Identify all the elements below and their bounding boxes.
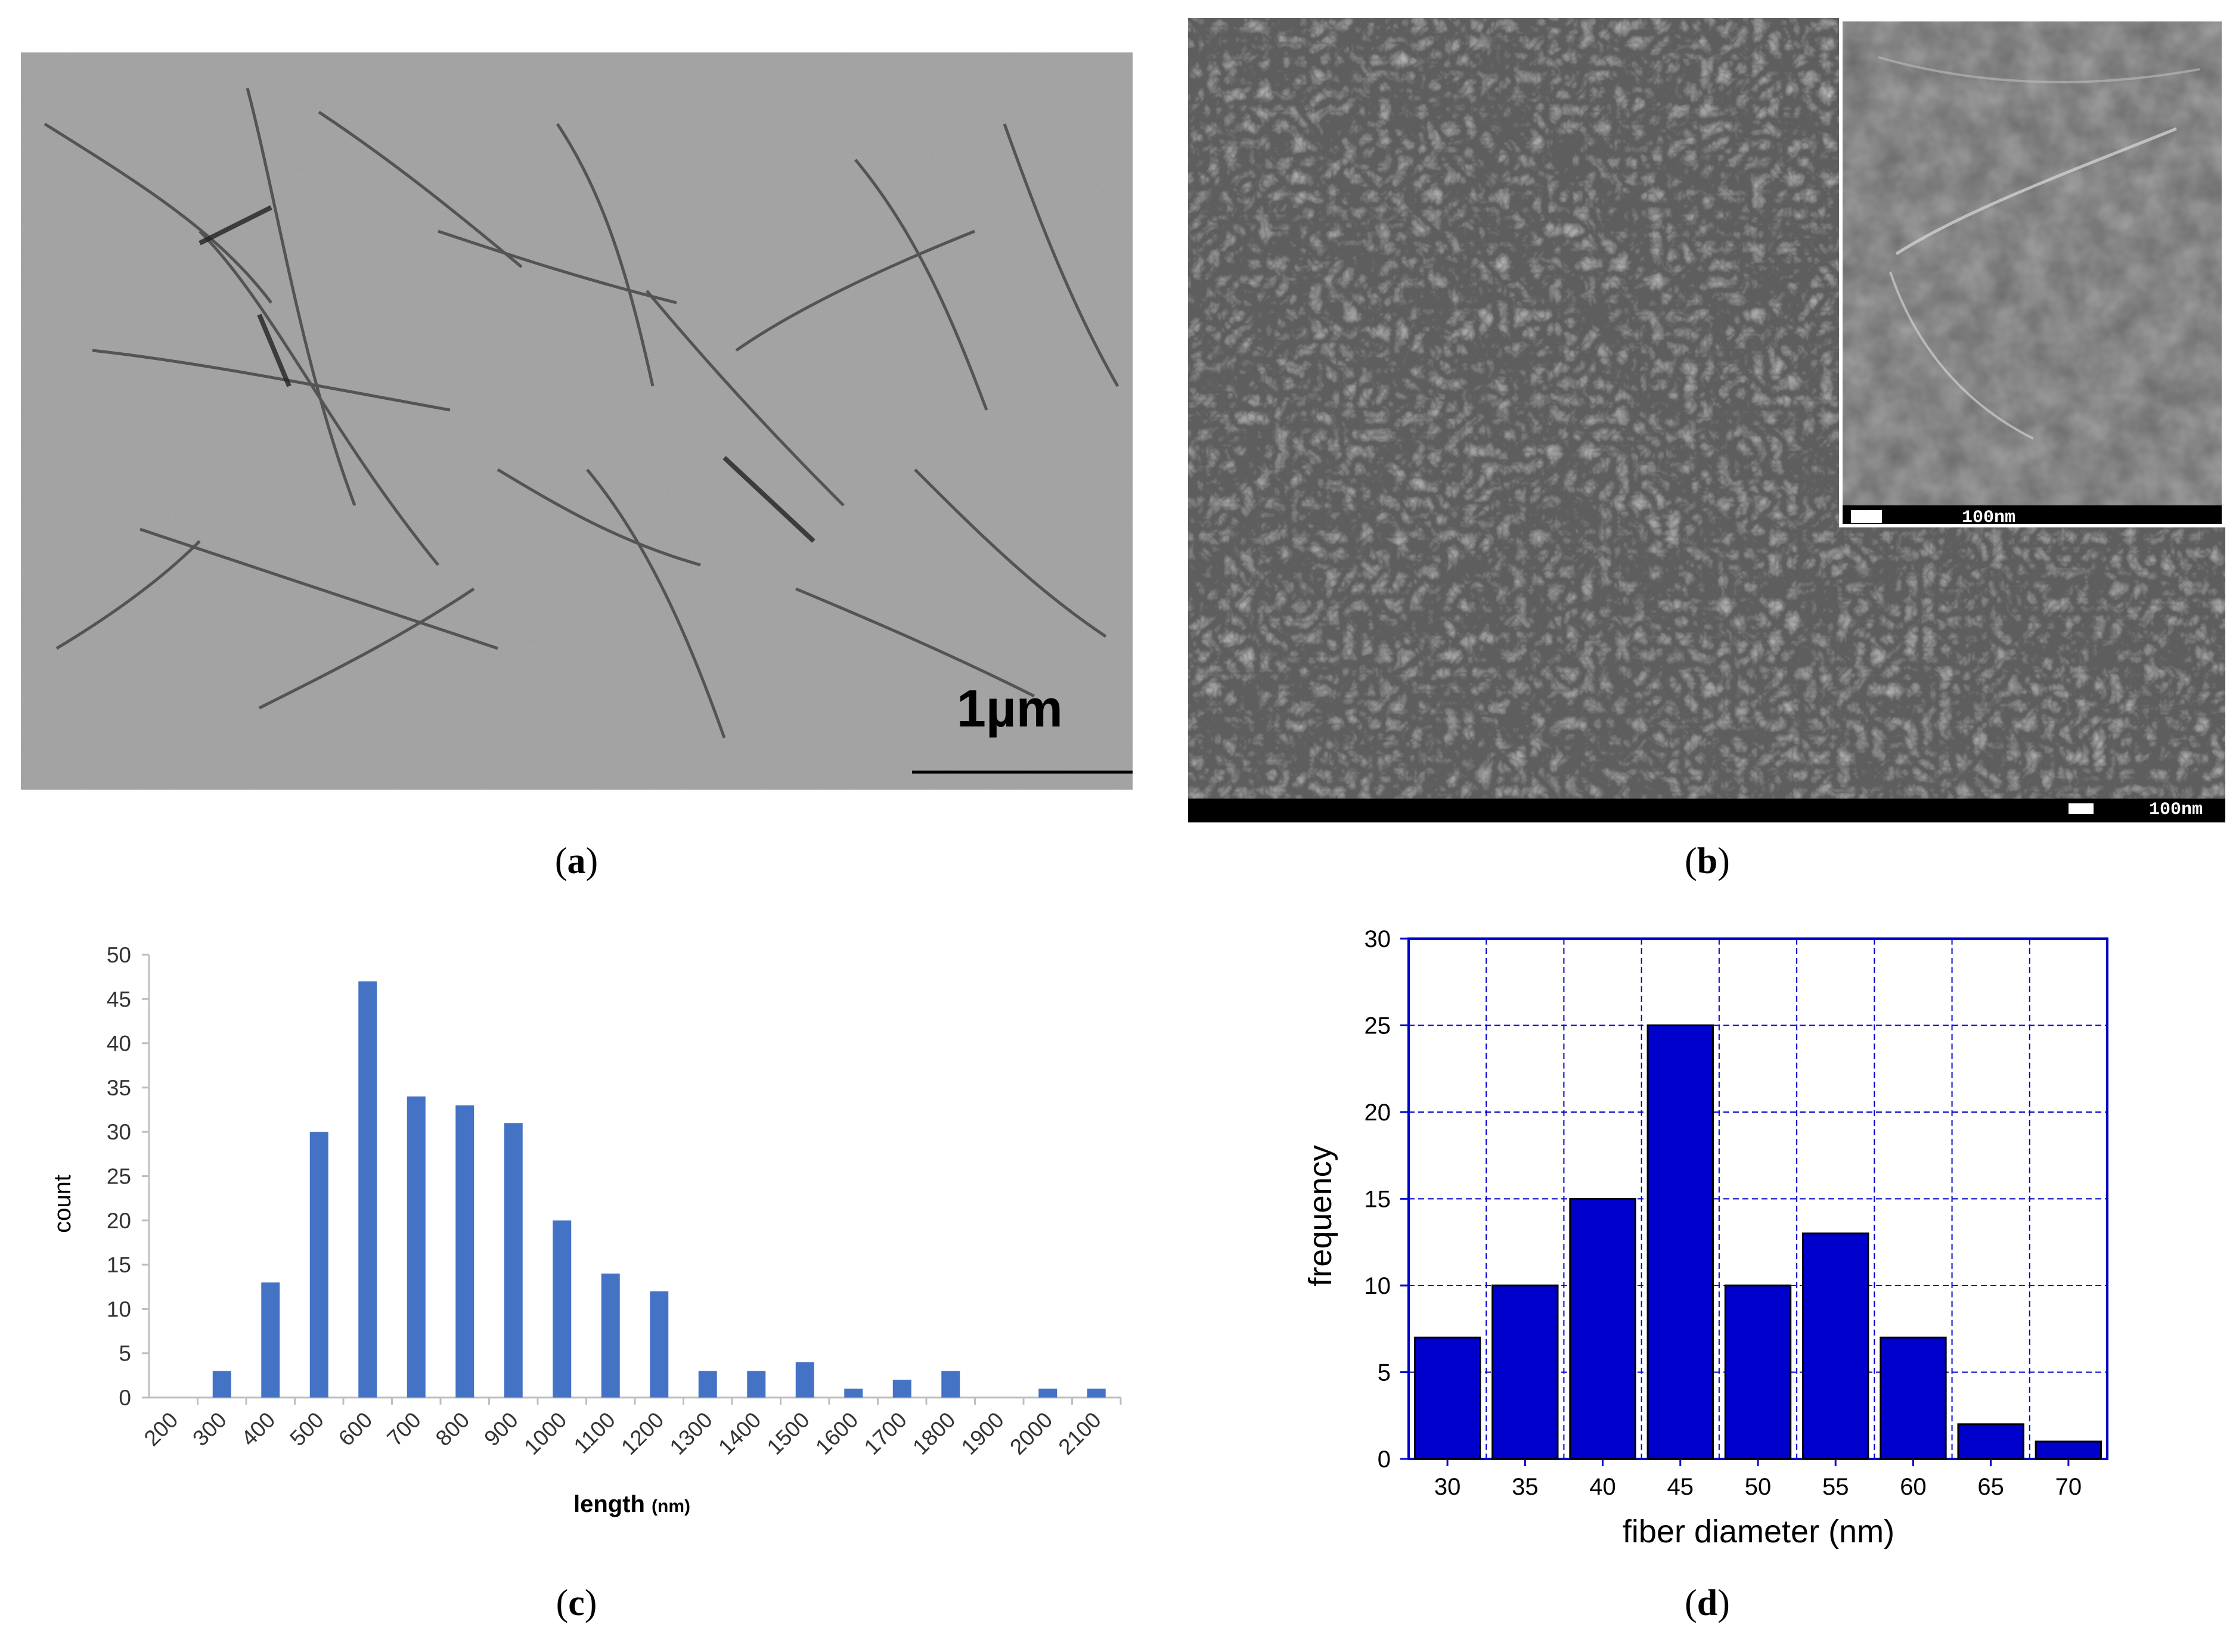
d-bar	[1724, 1284, 1792, 1460]
c-y-tick-label: 5	[119, 1342, 131, 1366]
c-bar	[601, 1273, 620, 1398]
d-x-tick-label: 50	[1745, 1474, 1772, 1500]
d-y-tick-label: 15	[1365, 1187, 1391, 1213]
c-x-tick-label: 400	[237, 1408, 280, 1451]
c-x-tick-label: 1600	[811, 1408, 863, 1460]
c-x-tick-label: 800	[431, 1408, 475, 1451]
d-y-tick-label: 20	[1365, 1100, 1391, 1126]
d-y-axis-label: frequency	[1303, 1145, 1338, 1286]
d-x-tick-label: 40	[1589, 1474, 1616, 1500]
d-plot-frame	[1407, 937, 2108, 1460]
c-bar	[309, 1132, 328, 1398]
d-y-tick-label: 25	[1365, 1013, 1391, 1039]
c-x-tick-label: 500	[285, 1408, 328, 1451]
d-x-tick-label: 55	[1822, 1474, 1849, 1500]
d-x-tick-label: 45	[1667, 1474, 1694, 1500]
d-bar	[1802, 1232, 1869, 1460]
d-bar	[1880, 1336, 1947, 1460]
c-x-axis-label: length (nm)	[573, 1491, 690, 1517]
c-x-tick-label: 300	[188, 1408, 231, 1451]
c-x-tick-label: 2000	[1005, 1408, 1057, 1460]
c-y-tick-label: 35	[107, 1076, 131, 1100]
c-bar	[407, 1096, 426, 1398]
c-bar	[358, 981, 377, 1398]
scale-bar	[912, 771, 1133, 774]
sem-inset: 100nm	[1839, 18, 2225, 527]
c-x-axis-unit: (nm)	[652, 1496, 690, 1516]
d-bar	[1491, 1284, 1559, 1460]
c-bar	[892, 1380, 911, 1398]
sem-scale-bar	[2069, 803, 2094, 814]
c-bar	[650, 1291, 669, 1398]
c-y-tick-label: 15	[107, 1253, 131, 1277]
c-y-tick-label: 30	[107, 1120, 131, 1144]
c-x-tick-label: 1800	[908, 1408, 960, 1460]
d-x-tick-label: 70	[2055, 1474, 2082, 1500]
tem-fiber-network	[21, 52, 1133, 790]
c-bar	[941, 1371, 960, 1398]
d-y-tick-label: 30	[1365, 926, 1391, 952]
c-x-tick-label: 1900	[957, 1408, 1009, 1460]
d-y-tick-label: 0	[1378, 1446, 1391, 1473]
inset-scale-bar	[1851, 510, 1882, 523]
tem-micrograph: 1µm	[21, 52, 1133, 790]
inset-scale-bar-label: 100nm	[1962, 508, 2016, 527]
c-x-tick-label: 1500	[762, 1408, 814, 1460]
d-bar	[1646, 1024, 1714, 1460]
c-bar	[698, 1371, 717, 1398]
c-x-tick-label: 600	[334, 1408, 377, 1451]
c-y-tick-label: 0	[119, 1386, 131, 1410]
d-x-tick-label: 35	[1512, 1474, 1539, 1500]
c-x-tick-label: 1100	[569, 1408, 620, 1458]
c-x-tick-label: 700	[382, 1408, 426, 1451]
c-bar	[747, 1371, 766, 1398]
d-bar	[1413, 1336, 1481, 1460]
sem-scale-bar-label: 100nm	[2149, 800, 2203, 820]
c-x-tick-label: 1400	[714, 1408, 765, 1460]
d-x-tick-label: 30	[1434, 1474, 1461, 1500]
d-bar	[1957, 1423, 2024, 1460]
c-y-tick-label: 10	[107, 1297, 131, 1321]
c-x-tick-label: 1700	[860, 1408, 911, 1460]
c-y-tick-label: 40	[107, 1032, 131, 1056]
c-x-tick-label: 1000	[519, 1408, 571, 1460]
d-y-tick-label: 5	[1378, 1360, 1391, 1386]
c-bar	[844, 1389, 863, 1398]
d-y-tick-label: 10	[1365, 1273, 1391, 1299]
c-bar	[1087, 1389, 1106, 1398]
scale-bar-label: 1µm	[957, 679, 1063, 738]
c-x-tick-label: 900	[479, 1408, 523, 1451]
d-x-tick-label: 65	[1977, 1474, 2004, 1500]
c-x-tick-label: 1300	[665, 1408, 717, 1460]
c-bar	[261, 1282, 280, 1398]
c-bar	[212, 1371, 231, 1398]
caption-d: (d)	[1685, 1583, 1730, 1623]
c-y-tick-label: 50	[107, 943, 131, 967]
c-y-tick-label: 20	[107, 1209, 131, 1233]
d-x-tick-label: 60	[1900, 1474, 1927, 1500]
c-bar	[1038, 1389, 1058, 1398]
c-bar	[553, 1220, 572, 1398]
d-bar	[2035, 1440, 2102, 1460]
sem-inset-texture	[1843, 21, 2222, 524]
c-y-tick-label: 25	[107, 1165, 131, 1189]
c-bar	[795, 1362, 814, 1398]
caption-a: (a)	[554, 841, 598, 881]
d-bar	[1569, 1198, 1636, 1460]
caption-b: (b)	[1685, 841, 1730, 881]
c-y-tick-label: 45	[107, 987, 131, 1011]
c-bar	[504, 1123, 523, 1398]
caption-c: (c)	[556, 1583, 597, 1623]
sem-micrograph: 100nm 100nm	[1188, 18, 2225, 822]
c-y-axis-label: count	[49, 1175, 76, 1233]
d-x-axis-label: fiber diameter (nm)	[1623, 1514, 1894, 1549]
c-x-tick-label: 1200	[616, 1408, 668, 1460]
c-x-tick-label: 2100	[1054, 1408, 1106, 1460]
c-bar	[455, 1105, 475, 1398]
c-x-tick-label: 200	[139, 1408, 183, 1451]
